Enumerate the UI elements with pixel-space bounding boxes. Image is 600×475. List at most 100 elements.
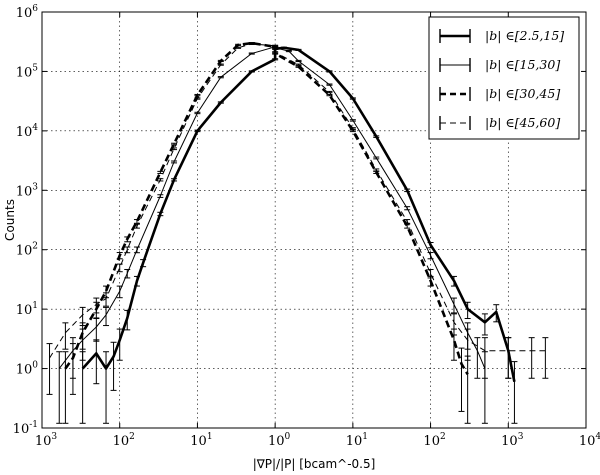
error-bar [326,70,333,73]
legend-label-2: |b| ∈[15,30] [485,57,560,72]
error-bar [464,328,471,361]
error-bar [46,343,53,395]
x-tick-label: 103 [501,432,524,449]
error-bar [493,304,500,323]
error-bar [171,147,178,151]
y-tick-label-base: 10 [16,303,33,318]
plot-frame [41,11,587,429]
y-tick-label-base: 10 [16,363,33,378]
series-2-line [58,46,486,369]
y-tick-label: 100 [16,361,39,378]
error-bar [505,337,512,379]
error-bar [79,351,86,424]
error-bar [157,170,164,174]
error-bar [349,119,356,122]
error-bar [272,44,279,47]
error-bar [62,322,69,350]
legend-label-4: |b| ∈[45,60] [485,115,560,130]
error-bar [103,292,110,307]
x-tick-label-exp: 0 [285,432,291,442]
error-bar [326,83,333,86]
y-tick-label-exp: 4 [32,123,38,133]
legend-label-1: |b| ∈[2.5,15] [485,28,564,43]
x-tick-label: 102 [423,432,445,449]
x-tick-label-base: 10 [35,434,52,449]
error-bar [464,301,471,320]
y-axis-label: Counts [3,199,17,241]
error-bar [427,252,434,260]
error-bar [235,43,242,46]
x-tick-label-exp: 3 [518,432,524,442]
legend: |b| ∈[2.5,15] |b| ∈[15,30] |b| ∈[30,45] |b|… [428,16,580,140]
error-bar [124,268,131,279]
error-bar [464,355,471,424]
y-tick-label-exp: 5 [32,63,38,73]
y-tick-label-exp: 1 [32,301,38,311]
x-tick-label-exp: 4 [595,432,600,442]
error-bar [528,337,535,379]
error-bar [450,313,457,336]
x-tick-label-base: 10 [501,434,518,449]
error-bar [116,263,123,273]
error-bar [404,219,411,224]
x-tick-label-exp: 1 [362,432,368,442]
y-tick-label: 101 [16,301,38,318]
error-bar [56,351,63,424]
error-bar [69,343,76,395]
error-bar [62,351,69,424]
error-bar [542,337,549,379]
error-bar [474,337,481,379]
y-tick-label: 102 [16,242,38,259]
grid [42,12,586,428]
x-tick-label: 100 [268,432,291,449]
series-4 [46,42,549,395]
y-tick-label: 105 [16,63,39,80]
y-tick-label-base: 10 [16,184,33,199]
series-4-line [49,43,546,359]
error-bar [280,46,287,49]
error-bar [157,211,164,217]
error-bar [133,223,140,229]
y-tick-label-base: 10 [16,244,33,259]
x-tick-label: 101 [346,432,368,449]
error-bar [133,275,140,287]
error-bar [194,97,201,100]
x-tick-label-base: 10 [423,434,440,449]
y-tick-label: 10-1 [13,420,38,437]
error-bar [124,236,131,243]
error-bar [427,241,434,249]
x-tick-label-base: 10 [113,434,130,449]
series-2 [56,45,488,424]
x-tick-label-exp: 2 [440,432,446,442]
legend-sample-1 [439,29,471,43]
series-3 [62,41,471,424]
y-tick-label-exp: 6 [32,4,38,14]
error-bar [285,50,292,53]
error-bar [157,194,164,198]
error-bar [217,76,224,79]
y-tick-label-exp: -1 [29,420,38,430]
error-bar [157,178,164,182]
error-bar [103,306,110,327]
error-bar [79,306,86,327]
error-bar [93,339,100,385]
error-bar [373,168,380,172]
error-bar [295,59,302,63]
y-tick-label-base: 10 [16,65,33,80]
y-tick-label: 106 [16,4,39,21]
error-bar [116,285,123,299]
error-bar [248,42,255,46]
y-tick-label: 103 [16,182,39,199]
x-tick-label-exp: 2 [129,432,135,442]
error-bar [295,48,302,52]
plot-series [46,41,549,424]
error-bar [217,101,224,104]
legend-label-3: |b| ∈[30,45] [485,86,560,101]
error-bar [124,246,131,254]
error-bar [194,129,201,133]
error-bar [404,188,411,193]
x-tick-label: 104 [579,432,600,449]
error-bar [481,313,488,336]
